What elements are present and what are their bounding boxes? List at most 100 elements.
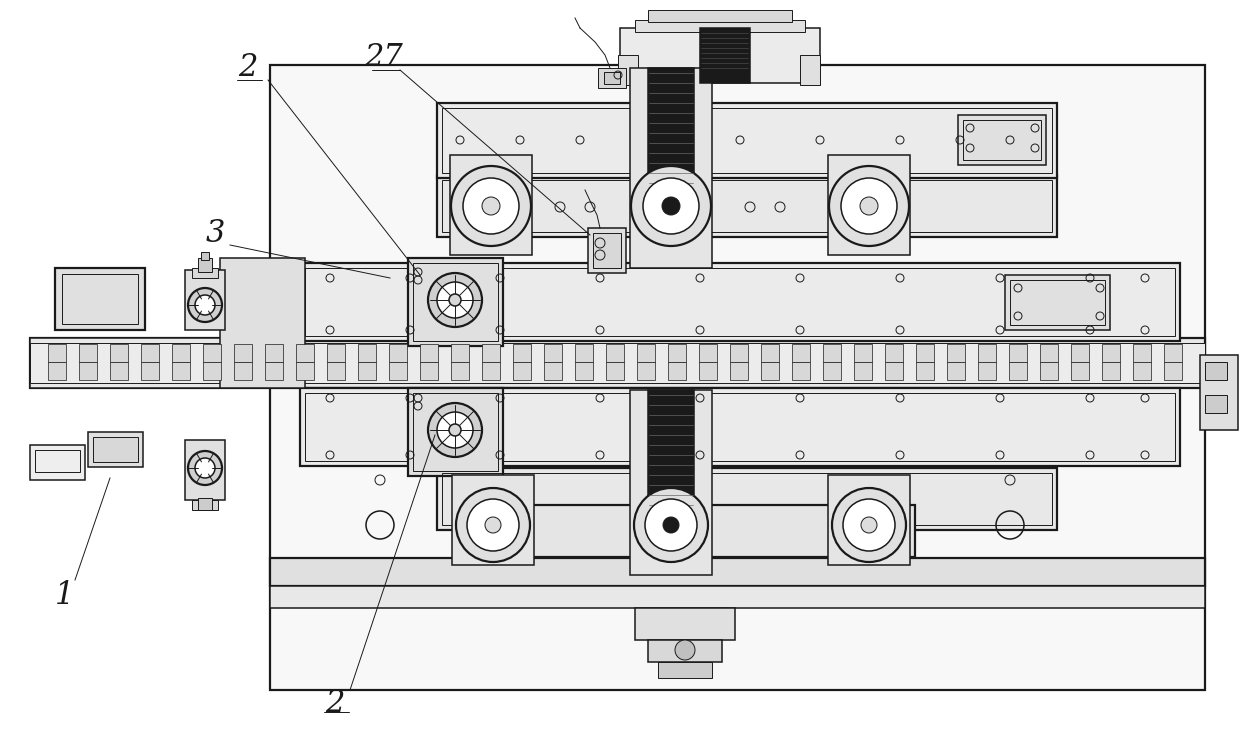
Bar — [513, 344, 531, 362]
Bar — [885, 344, 903, 362]
Circle shape — [449, 424, 461, 436]
Bar — [300, 263, 1180, 341]
Bar — [35, 450, 81, 472]
Bar — [604, 72, 620, 84]
Bar — [761, 344, 779, 362]
Bar — [185, 270, 224, 330]
Bar — [1133, 344, 1151, 362]
Bar — [630, 390, 712, 575]
Bar — [730, 362, 748, 380]
Bar — [30, 445, 86, 480]
Bar — [800, 55, 820, 85]
Bar — [48, 362, 66, 380]
Bar — [1040, 362, 1058, 380]
Bar — [649, 640, 722, 662]
Bar — [916, 344, 934, 362]
Bar — [1205, 395, 1228, 413]
Bar — [203, 344, 221, 362]
Circle shape — [436, 282, 472, 318]
Bar — [296, 362, 314, 380]
Bar — [219, 258, 305, 388]
Bar — [30, 338, 1205, 388]
Bar — [854, 344, 872, 362]
Text: 3: 3 — [206, 217, 224, 248]
Bar — [198, 498, 212, 510]
Bar — [327, 344, 345, 362]
Bar — [635, 20, 805, 32]
Bar — [823, 344, 841, 362]
Bar — [598, 68, 626, 88]
Bar — [947, 362, 965, 380]
Bar — [606, 362, 624, 380]
Circle shape — [644, 178, 699, 234]
Bar — [270, 586, 1205, 608]
Bar — [141, 362, 159, 380]
Bar — [792, 362, 810, 380]
Bar — [588, 228, 626, 273]
Bar — [606, 344, 624, 362]
Circle shape — [428, 403, 482, 457]
Bar — [441, 108, 1052, 173]
Bar — [408, 258, 503, 346]
Circle shape — [662, 197, 680, 215]
Bar — [947, 344, 965, 362]
Bar — [1102, 344, 1120, 362]
Circle shape — [861, 197, 878, 215]
Bar — [408, 388, 503, 476]
Bar — [649, 68, 694, 210]
Bar — [637, 362, 655, 380]
Bar — [620, 28, 820, 83]
Bar — [668, 362, 686, 380]
Circle shape — [467, 499, 520, 551]
Bar — [450, 155, 532, 255]
Bar — [658, 662, 712, 678]
Circle shape — [675, 640, 694, 660]
Bar — [201, 252, 210, 260]
Bar — [1205, 362, 1228, 380]
Text: 2: 2 — [238, 53, 258, 84]
Bar — [185, 440, 224, 500]
Bar — [389, 362, 407, 380]
Bar — [828, 155, 910, 255]
Bar — [593, 233, 621, 268]
Bar — [420, 344, 438, 362]
Circle shape — [195, 458, 215, 478]
Bar — [761, 362, 779, 380]
Circle shape — [456, 488, 529, 562]
Bar — [575, 362, 593, 380]
Bar — [413, 263, 498, 341]
Circle shape — [451, 166, 531, 246]
Bar — [699, 344, 717, 362]
Bar — [30, 338, 270, 388]
Bar — [1071, 344, 1089, 362]
Bar — [1011, 280, 1105, 325]
Bar — [668, 344, 686, 362]
Bar — [854, 362, 872, 380]
Bar — [110, 362, 128, 380]
Bar — [265, 362, 283, 380]
Bar — [828, 475, 910, 565]
Circle shape — [634, 488, 708, 562]
Bar — [141, 344, 159, 362]
Bar — [618, 55, 639, 85]
Bar — [265, 344, 283, 362]
Bar — [451, 362, 469, 380]
Bar — [792, 344, 810, 362]
Circle shape — [830, 166, 909, 246]
Circle shape — [841, 178, 897, 234]
Bar — [79, 362, 97, 380]
Bar — [544, 344, 562, 362]
Bar — [192, 268, 218, 278]
Circle shape — [645, 499, 697, 551]
Bar — [885, 362, 903, 380]
Circle shape — [463, 178, 520, 234]
Bar — [203, 362, 221, 380]
Circle shape — [843, 499, 895, 551]
Bar — [978, 344, 996, 362]
Bar — [270, 558, 1205, 586]
Circle shape — [485, 517, 501, 533]
Circle shape — [436, 412, 472, 448]
Bar — [358, 344, 376, 362]
Bar — [436, 175, 1056, 237]
Text: 1: 1 — [56, 580, 74, 611]
